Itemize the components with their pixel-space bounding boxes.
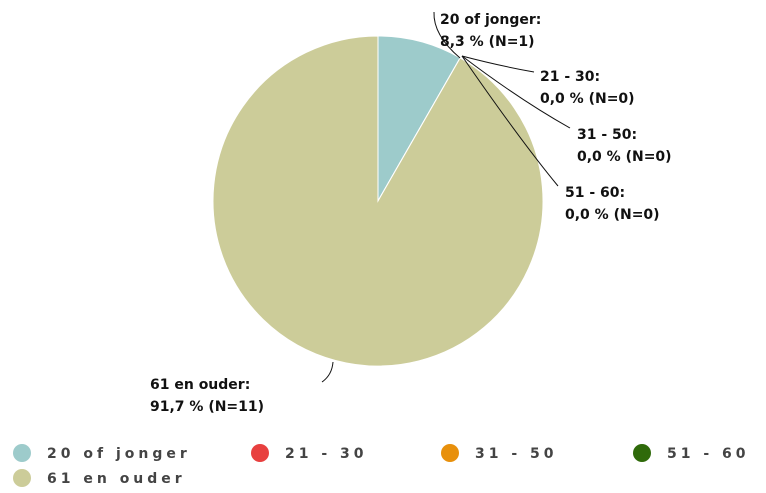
data-label-value: 91,7 % (N=11) <box>150 399 264 415</box>
data-label-title: 20 of jonger: <box>440 12 541 28</box>
data-label-title: 61 en ouder: <box>150 377 250 393</box>
leader-line <box>461 55 559 187</box>
legend-swatch <box>251 444 269 462</box>
data-label-value: 0,0 % (N=0) <box>565 207 660 223</box>
legend-label: 61 en ouder <box>47 471 186 487</box>
data-label-title: 31 - 50: <box>577 127 637 143</box>
data-label-value: 0,0 % (N=0) <box>540 91 635 107</box>
data-label-value: 8,3 % (N=1) <box>440 34 535 50</box>
data-label-title: 21 - 30: <box>540 69 600 85</box>
pie-slice <box>212 35 544 367</box>
legend-label: 51 - 60 <box>667 446 750 462</box>
leader-line <box>461 55 535 73</box>
leader-line <box>461 55 571 129</box>
legend-label: 20 of jonger <box>47 446 191 462</box>
legend-swatch <box>13 469 31 487</box>
legend-swatch <box>13 444 31 462</box>
legend-label: 21 - 30 <box>285 446 368 462</box>
legend-swatch <box>633 444 651 462</box>
data-label-title: 51 - 60: <box>565 185 625 201</box>
legend-label: 31 - 50 <box>475 446 558 462</box>
leader-line <box>433 11 461 59</box>
legend-swatch <box>441 444 459 462</box>
data-label-value: 0,0 % (N=0) <box>577 149 672 165</box>
leader-line <box>321 361 334 383</box>
